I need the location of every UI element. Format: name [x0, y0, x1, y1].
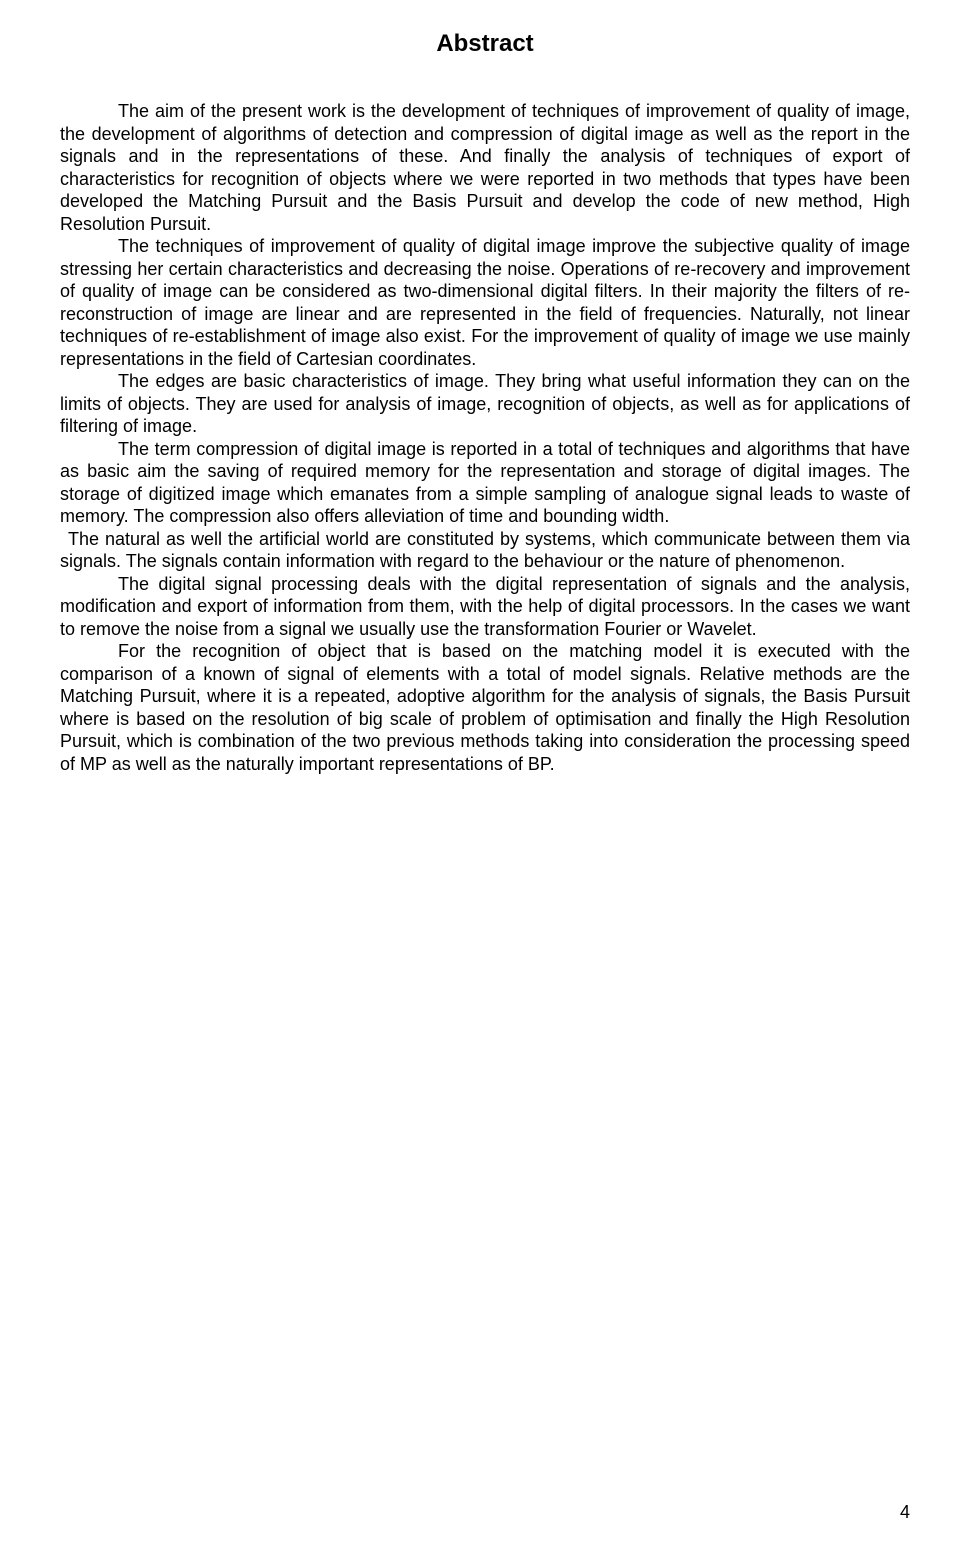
paragraph-4: The term compression of digital image is… — [60, 438, 910, 528]
paragraph-2: The techniques of improvement of quality… — [60, 235, 910, 370]
paragraph-3: The edges are basic characteristics of i… — [60, 370, 910, 438]
page-number: 4 — [900, 1502, 910, 1523]
paragraph-6: The digital signal processing deals with… — [60, 573, 910, 641]
abstract-title: Abstract — [60, 30, 910, 58]
paragraph-7: For the recognition of object that is ba… — [60, 640, 910, 775]
paragraph-5: The natural as well the artificial world… — [60, 528, 910, 573]
paragraph-1: The aim of the present work is the devel… — [60, 100, 910, 235]
